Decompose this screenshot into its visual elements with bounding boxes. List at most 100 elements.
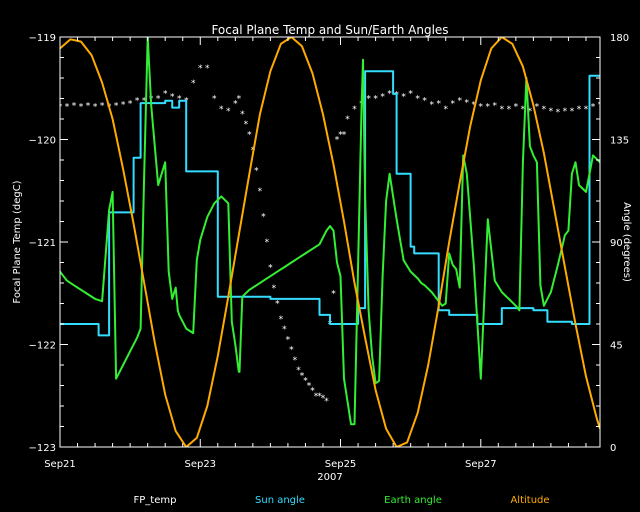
y-left-tick-label: −119 — [29, 33, 56, 44]
fp-temp-point: * — [373, 95, 378, 105]
fp-temp-point: * — [237, 95, 242, 105]
legend-item-altitude: Altitude — [510, 495, 549, 506]
fp-temp-point: * — [279, 315, 284, 325]
fp-temp-point: * — [556, 108, 561, 118]
fp-temp-point: * — [265, 238, 270, 248]
fp-temp-point: * — [114, 102, 119, 112]
fp-temp-point: * — [58, 103, 63, 113]
fp-temp-point: * — [191, 79, 196, 89]
fp-temp-point: * — [142, 97, 147, 107]
fp-temp-point: * — [135, 97, 140, 107]
fp-temp-point: * — [387, 89, 392, 99]
fp-temp-point: * — [500, 105, 505, 115]
fp-temp-point: * — [493, 102, 498, 112]
legend-item-sun-angle: Sun angle — [255, 495, 305, 506]
fp-temp-point: * — [275, 300, 280, 310]
fp-temp-point: * — [177, 95, 182, 105]
y-axis-label-right: Angle (degrees) — [621, 202, 632, 282]
fp-temp-point: * — [93, 103, 98, 113]
fp-temp-point: * — [198, 64, 203, 74]
fp-temp-point: * — [170, 92, 175, 102]
fp-temp-point: * — [401, 92, 406, 102]
x-axis-label: 2007 — [317, 472, 342, 483]
fp-temp-point: * — [521, 105, 526, 115]
fp-temp-point: * — [342, 130, 347, 140]
fp-temp-point: * — [289, 346, 294, 356]
fp-temp-point: * — [429, 101, 434, 111]
fp-temp-point: * — [247, 130, 252, 140]
fp-temp-point: * — [300, 371, 305, 381]
fp-temp-point: * — [352, 105, 357, 115]
fp-temp-point: * — [514, 103, 519, 113]
fp-temp-point: * — [465, 99, 470, 109]
fp-temp-point: * — [338, 130, 343, 140]
fp-temp-point: * — [577, 105, 582, 115]
fp-temp-point: * — [598, 101, 603, 111]
x-tick-label: Sep21 — [44, 459, 76, 470]
fp-temp-point: * — [450, 100, 455, 110]
fp-temp-point: * — [128, 100, 133, 110]
fp-temp-point: * — [528, 107, 533, 117]
fp-temp-point: * — [314, 392, 319, 402]
fp-temp-point: * — [570, 107, 575, 117]
fp-temp-point: * — [219, 105, 224, 115]
fp-temp-point: * — [72, 102, 77, 112]
y-left-tick-label: −123 — [29, 443, 56, 454]
fp-temp-point: * — [293, 356, 298, 366]
chart-title: Focal Plane Temp and Sun/Earth Angles — [211, 23, 448, 37]
fp-temp-point: * — [486, 103, 491, 113]
fp-temp-point: * — [65, 103, 70, 113]
fp-temp-point: * — [415, 95, 420, 105]
fp-temp-point: * — [443, 105, 448, 115]
fp-temp-point: * — [324, 397, 329, 407]
series-altitude-line — [60, 37, 600, 447]
y-right-tick-label: 0 — [610, 443, 616, 454]
fp-temp-point: * — [535, 103, 540, 113]
fp-temp-point: * — [310, 387, 315, 397]
fp-temp-point: * — [226, 107, 231, 117]
fp-temp-point: * — [121, 101, 126, 111]
legend-item-earth-angle: Earth angle — [384, 495, 442, 506]
fp-temp-point: * — [479, 103, 484, 113]
fp-temp-point: * — [380, 92, 385, 102]
fp-temp-point: * — [436, 100, 441, 110]
fp-temp-point: * — [258, 187, 263, 197]
fp-temp-point: * — [240, 110, 245, 120]
fp-temp-point: * — [331, 289, 336, 299]
y-right-tick-label: 135 — [610, 136, 629, 147]
fp-temp-point: * — [408, 89, 413, 99]
fp-temp-point: * — [254, 166, 259, 176]
series-layer: * * * * * * * * * * * * * * ** * * *** *** ****************… — [58, 37, 603, 447]
fp-temp-point: * — [233, 100, 238, 110]
fp-temp-point: * — [317, 392, 322, 402]
y-axis-label-left: Focal Plane Temp (degC) — [12, 180, 23, 303]
fp-temp-point: * — [296, 366, 301, 376]
fp-temp-point: * — [163, 89, 168, 99]
series-earth-angle-line — [60, 37, 600, 426]
fp-temp-point: * — [282, 325, 287, 335]
legend-item-fp-temp: FP_temp — [134, 495, 177, 506]
y-right-tick-label: 45 — [610, 341, 623, 352]
fp-temp-point: * — [584, 105, 589, 115]
y-right-tick-label: 90 — [610, 238, 623, 249]
fp-temp-point: * — [303, 376, 308, 386]
fp-temp-point: * — [549, 107, 554, 117]
fp-temp-point: * — [457, 97, 462, 107]
fp-temp-point: * — [86, 102, 91, 112]
legend: FP_temp Sun angle Earth angle Altitude — [134, 495, 550, 506]
x-tick-label: Sep27 — [465, 459, 497, 470]
fp-temp-point: * — [422, 97, 427, 107]
y-left-tick-label: −121 — [29, 238, 56, 249]
fp-temp-point: * — [261, 212, 266, 222]
fp-temp-point: * — [307, 382, 312, 392]
fp-temp-point: * — [366, 95, 371, 105]
fp-temp-point: * — [286, 335, 291, 345]
axis-layer: Sep21 Sep23 Sep25 Sep27 −123 −122 −121 −120 −119… — [29, 33, 630, 470]
y-left-tick-label: −120 — [29, 136, 56, 147]
fp-temp-point: * — [244, 120, 249, 130]
fp-temp-point: * — [212, 95, 217, 105]
fp-temp-point: * — [591, 103, 596, 113]
fp-temp-point: * — [563, 107, 568, 117]
y-left-tick-label: −122 — [29, 341, 56, 352]
